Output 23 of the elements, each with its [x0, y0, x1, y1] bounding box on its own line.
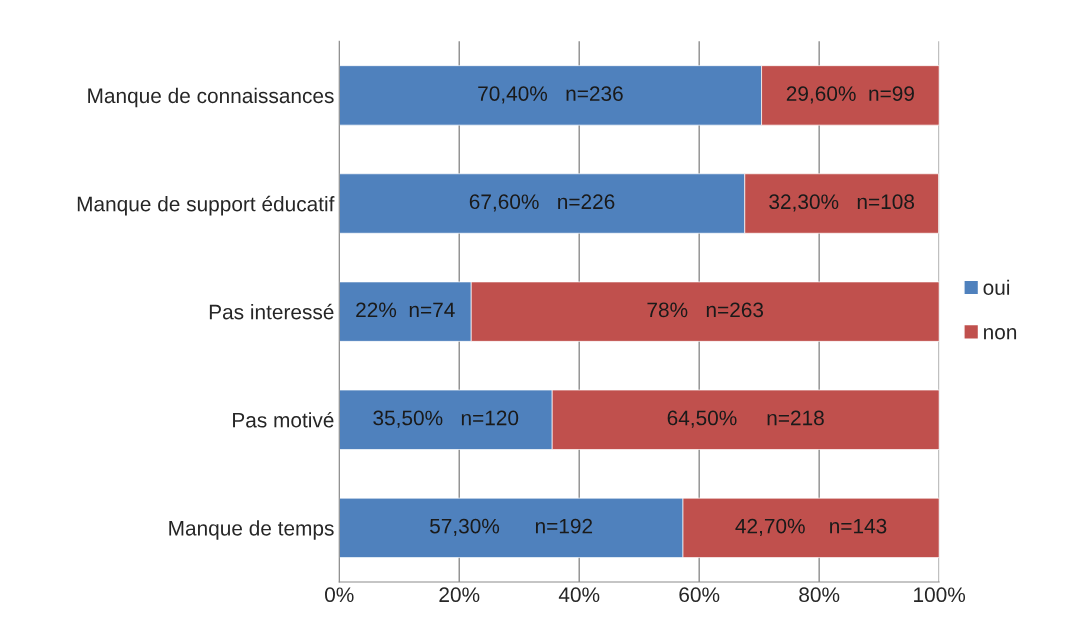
legend-label: non [984, 328, 1017, 340]
data-label: 57,30% n=192 [430, 518, 593, 536]
data-label: 67,60% n=226 [469, 194, 615, 212]
data-label: 64,50% n=218 [667, 410, 824, 428]
legend-label: oui [983, 279, 1010, 296]
x-tick-label: 20% [439, 587, 480, 603]
data-label: 22% n=74 [356, 302, 455, 318]
data-label: 42,70% n=143 [735, 518, 887, 536]
y-tick-label: Manque de connaissances [88, 87, 334, 108]
y-tick-label: Pas motivé [233, 411, 334, 428]
x-tick-label: 60% [679, 587, 720, 603]
x-tick-label: 80% [799, 587, 840, 603]
x-tick-label: 100% [914, 587, 966, 603]
data-label: 70,40% n=236 [478, 86, 623, 104]
data-label: 35,50% n=120 [373, 410, 519, 428]
y-tick-label: Manque de temps [169, 520, 334, 540]
data-label: 32,30% n=108 [769, 194, 915, 212]
x-tick-label: 40% [558, 587, 600, 603]
y-tick-label: Manque de support éducatif [77, 195, 335, 216]
y-tick-label: Pas interessé [209, 303, 334, 320]
data-label: 29,60% n=99 [786, 86, 914, 104]
x-tick-label: 0% [325, 587, 354, 603]
data-label: 78% n=263 [647, 302, 764, 318]
